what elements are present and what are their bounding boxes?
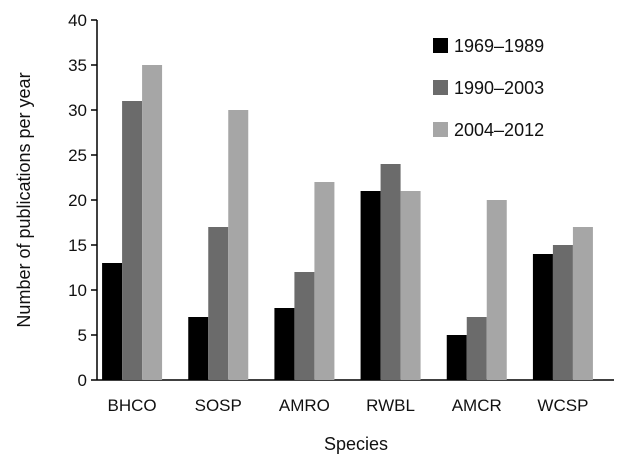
bar-sosp-series-1	[188, 317, 209, 380]
y-axis-title: Number of publications per year	[14, 72, 34, 327]
bar-amro-series-2	[294, 272, 315, 380]
bar-amro-series-1	[274, 308, 295, 380]
legend-label: 2004–2012	[454, 120, 544, 140]
bar-amcr-series-2	[466, 317, 487, 380]
plot-area: 0 5 10 15 20 25 30 35 40 BHCO SOSP AMRO RWBL AMCR WCSP	[68, 11, 614, 415]
bar-bhco-series-3	[142, 65, 163, 380]
x-tick-label: BHCO	[108, 396, 157, 415]
x-tick-label: RWBL	[366, 396, 415, 415]
y-tick-label: 0	[78, 371, 87, 390]
bar-bhco-series-2	[122, 101, 143, 380]
y-tick-label: 20	[68, 191, 87, 210]
x-tick-label: AMCR	[452, 396, 502, 415]
bar-amro-series-3	[314, 182, 335, 380]
legend-swatch	[433, 122, 448, 137]
bar-amcr-series-1	[446, 335, 467, 380]
legend-label: 1969–1989	[454, 36, 544, 56]
bar-rwbl-series-2	[380, 164, 401, 380]
legend-swatch	[433, 38, 448, 53]
bar-sosp-series-2	[208, 227, 229, 380]
y-tick-label: 35	[68, 56, 87, 75]
y-tick-label: 5	[78, 326, 87, 345]
legend-label: 1990–2003	[454, 78, 544, 98]
y-tick-label: 15	[68, 236, 87, 255]
bar-wcsp-series-2	[552, 245, 573, 380]
y-tick-label: 40	[68, 11, 87, 30]
bar-sosp-series-3	[228, 110, 249, 380]
bar-wcsp-series-1	[532, 254, 553, 380]
legend: 1969–1989 1990–2003 2004–2012	[433, 36, 544, 140]
y-tick-label: 10	[68, 281, 87, 300]
x-tick-label: WCSP	[537, 396, 588, 415]
bar-bhco-series-1	[102, 263, 123, 380]
bar-wcsp-series-3	[572, 227, 593, 380]
y-tick-label: 30	[68, 101, 87, 120]
x-axis-title: Species	[324, 434, 388, 454]
x-tick-label: AMRO	[279, 396, 330, 415]
bar-amcr-series-3	[486, 200, 507, 380]
bar-rwbl-series-3	[400, 191, 421, 380]
y-tick-label: 25	[68, 146, 87, 165]
legend-swatch	[433, 80, 448, 95]
x-tick-label: SOSP	[195, 396, 242, 415]
bar-rwbl-series-1	[360, 191, 381, 380]
